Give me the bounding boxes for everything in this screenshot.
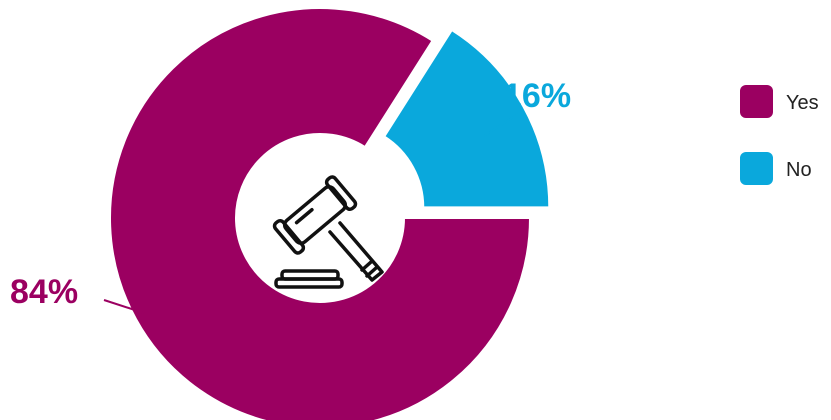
slices-group <box>109 7 551 420</box>
center-hole <box>236 134 404 302</box>
legend-label-no: No <box>786 159 812 181</box>
gavel-icon <box>272 175 384 289</box>
legend-swatch-yes <box>740 85 773 118</box>
leader-line-no <box>483 113 519 137</box>
slice-no <box>382 28 551 209</box>
legend: Yes No <box>740 85 819 185</box>
data-label-yes: 84% <box>10 273 78 311</box>
legend-label-yes: Yes <box>786 92 819 114</box>
legend-swatch-no <box>740 152 773 185</box>
data-label-no: 16% <box>503 77 571 115</box>
leader-line-yes <box>103 299 145 314</box>
